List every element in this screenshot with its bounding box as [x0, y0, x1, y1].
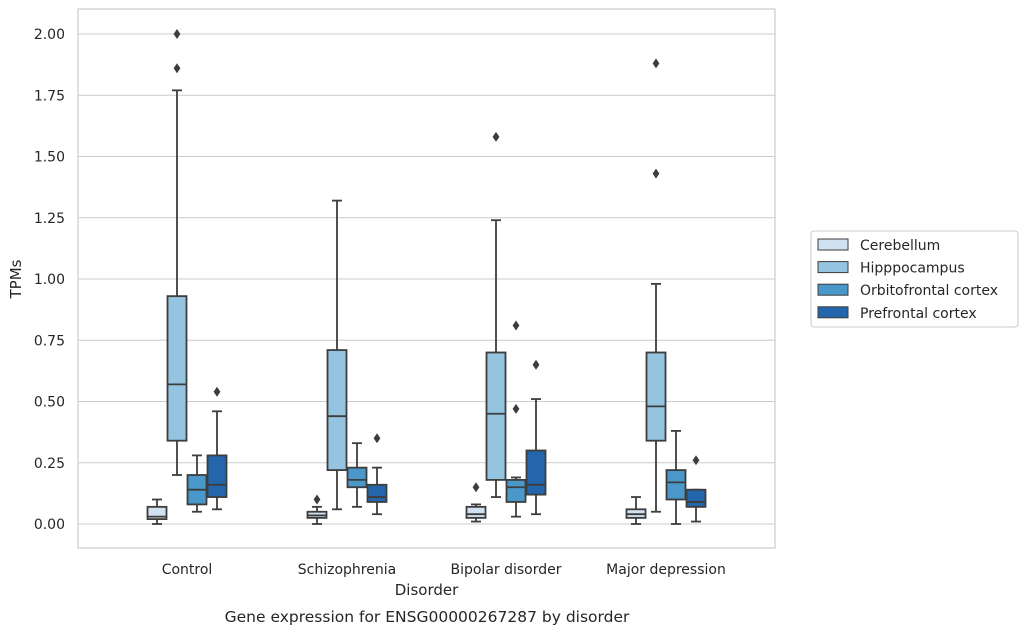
legend-item: Prefrontal cortex — [817, 306, 977, 322]
box — [465, 505, 487, 519]
y-tick-label: 0.00 — [34, 517, 65, 533]
x-axis-title: Disorder — [395, 581, 459, 599]
y-tick-label: 1.00 — [34, 272, 65, 288]
y-tick-label: 0.25 — [34, 456, 65, 472]
box-plot — [525, 359, 547, 516]
box-plot — [306, 494, 328, 525]
outlier-point — [213, 386, 221, 397]
y-tick-label: 0.50 — [34, 395, 65, 411]
box-plot — [645, 58, 667, 513]
box — [525, 449, 547, 496]
box-series — [166, 29, 667, 513]
box-plot — [665, 429, 687, 525]
box — [366, 483, 388, 503]
box-plot — [625, 496, 647, 525]
outlier-point — [313, 494, 321, 505]
box — [685, 488, 707, 508]
y-tick-label: 1.75 — [34, 88, 65, 104]
chart-caption: Gene expression for ENSG00000267287 by d… — [225, 608, 630, 626]
box-plot — [326, 199, 348, 511]
x-axis: Control Schizophrenia Bipolar disorder Majo… — [162, 562, 726, 578]
legend-item: Hipppocampus — [817, 261, 965, 277]
box — [485, 351, 507, 481]
box-series — [186, 320, 687, 525]
outlier-point — [173, 63, 181, 74]
outlier-point — [692, 455, 700, 466]
box-series — [206, 359, 707, 523]
legend: Cerebellum Hipppocampus Orbitofrontal cort… — [810, 230, 1019, 328]
outlier-point — [652, 58, 660, 69]
box — [505, 478, 527, 503]
box — [166, 295, 188, 442]
legend-swatch — [817, 283, 849, 296]
y-tick-label: 2.00 — [34, 27, 65, 43]
box-series-group — [146, 29, 707, 525]
box-plot — [685, 455, 707, 523]
x-tick-label: Major depression — [606, 562, 726, 578]
box-plot — [166, 29, 188, 476]
y-axis: 0.00 0.25 0.50 0.75 1.00 1.25 1.50 1.75 2.00 — [34, 27, 65, 533]
outlier-point — [512, 320, 520, 331]
x-tick-label: Schizophrenia — [298, 562, 396, 578]
legend-swatch — [817, 238, 849, 251]
box — [645, 351, 667, 442]
legend-swatch — [817, 261, 849, 274]
y-tick-label: 0.75 — [34, 333, 65, 349]
outlier-point — [492, 131, 500, 142]
box-plot — [465, 482, 487, 523]
outlier-point — [373, 433, 381, 444]
box-plot — [146, 498, 168, 525]
outlier-point — [173, 29, 181, 39]
legend-label: Orbitofrontal cortex — [860, 283, 998, 299]
box-plot — [346, 442, 368, 508]
legend-item: Orbitofrontal cortex — [817, 283, 998, 299]
box — [206, 454, 228, 498]
box-plot — [186, 454, 208, 513]
box — [346, 466, 368, 489]
box-plot — [206, 386, 228, 511]
box-plot — [505, 320, 527, 518]
legend-label: Prefrontal cortex — [860, 306, 977, 322]
legend-label: Cerebellum — [860, 238, 940, 254]
outlier-point — [532, 359, 540, 370]
y-axis-title: TPMs — [7, 259, 25, 299]
y-tick-label: 1.50 — [34, 150, 65, 166]
box — [665, 469, 687, 501]
x-tick-label: Bipolar disorder — [450, 562, 561, 578]
legend-item: Cerebellum — [817, 238, 940, 254]
x-tick-label: Control — [162, 562, 213, 578]
plot-area — [77, 8, 776, 549]
box-series — [146, 482, 647, 525]
legend-swatch — [817, 306, 849, 319]
y-tick-label: 1.25 — [34, 211, 65, 227]
box-plot — [485, 131, 507, 498]
box — [326, 349, 348, 471]
outlier-point — [512, 403, 520, 414]
outlier-point — [472, 482, 480, 493]
legend-frame — [810, 230, 1019, 328]
legend-label: Hipppocampus — [860, 261, 965, 277]
box-plot — [366, 433, 388, 516]
outlier-point — [652, 168, 660, 179]
